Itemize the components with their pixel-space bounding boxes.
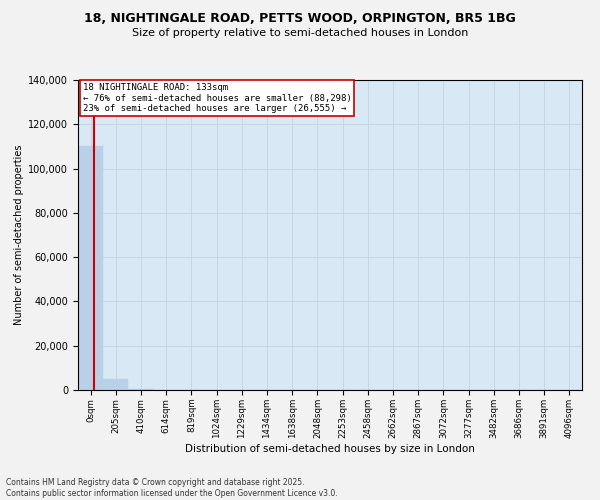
Text: Size of property relative to semi-detached houses in London: Size of property relative to semi-detach… <box>132 28 468 38</box>
Y-axis label: Number of semi-detached properties: Number of semi-detached properties <box>14 145 24 325</box>
Bar <box>128 389 154 390</box>
Text: 18 NIGHTINGALE ROAD: 133sqm
← 76% of semi-detached houses are smaller (88,298)
2: 18 NIGHTINGALE ROAD: 133sqm ← 76% of sem… <box>83 83 352 113</box>
Text: Contains HM Land Registry data © Crown copyright and database right 2025.
Contai: Contains HM Land Registry data © Crown c… <box>6 478 338 498</box>
X-axis label: Distribution of semi-detached houses by size in London: Distribution of semi-detached houses by … <box>185 444 475 454</box>
Text: 18, NIGHTINGALE ROAD, PETTS WOOD, ORPINGTON, BR5 1BG: 18, NIGHTINGALE ROAD, PETTS WOOD, ORPING… <box>84 12 516 26</box>
Bar <box>103 379 128 390</box>
Bar <box>78 146 103 390</box>
